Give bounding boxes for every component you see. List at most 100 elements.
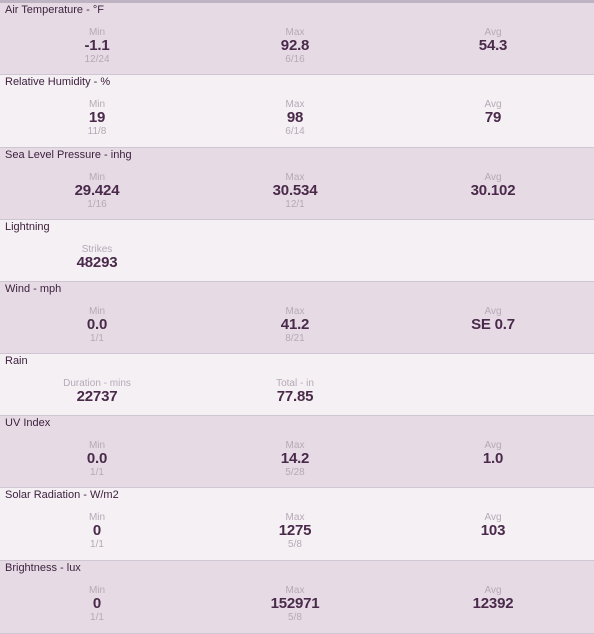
section-title: Air Temperature - °F (5, 4, 104, 16)
stat-date: 1/16 (87, 199, 107, 210)
stat-min: Min 0.0 1/1 (37, 440, 157, 478)
stat-min: Min -1.1 12/24 (37, 27, 157, 65)
stat-avg: Avg 79 (433, 99, 553, 126)
stat-value: 103 (480, 522, 506, 539)
stat-value: 1275 (278, 522, 312, 539)
stat-avg: Avg SE 0.7 (433, 306, 553, 333)
stat-value: SE 0.7 (471, 316, 515, 333)
stat-value: 0 (92, 595, 102, 612)
stat-avg: Avg 30.102 (433, 172, 553, 199)
stat-value: 29.424 (74, 182, 120, 199)
stat-label: Avg (484, 585, 502, 596)
stat-date: 1/1 (90, 467, 104, 478)
stat-label: Total - in (276, 378, 314, 389)
stat-max: Max 41.2 8/21 (235, 306, 355, 344)
stat-date: 5/28 (285, 467, 305, 478)
stat-date: 12/24 (84, 54, 110, 65)
stat-date: 5/8 (288, 539, 302, 550)
stat-label: Duration - mins (63, 378, 131, 389)
section-title: Brightness - lux (5, 562, 81, 574)
stat-date: 1/1 (90, 612, 104, 623)
stat-label: Max (285, 440, 305, 451)
stat-label: Min (88, 27, 106, 38)
section-lightning: Lightning Strikes 48293 (0, 220, 594, 282)
stat-label: Max (285, 512, 305, 523)
stat-label: Max (285, 172, 305, 183)
stat-avg: Avg 1.0 (433, 440, 553, 467)
stat-date: 5/8 (288, 612, 302, 623)
stat-date: 6/14 (285, 126, 305, 137)
stat-date: 12/1 (285, 199, 305, 210)
stat-max: Max 98 6/14 (235, 99, 355, 137)
section-sea-level-pressure: Sea Level Pressure - inhg Min 29.424 1/1… (0, 148, 594, 220)
stat-label: Max (285, 99, 305, 110)
stat-label: Strikes (81, 244, 113, 255)
stat-value: 54.3 (478, 37, 508, 54)
section-air-temperature: Air Temperature - °F Min -1.1 12/24 Max … (0, 3, 594, 75)
section-title: Rain (5, 355, 28, 367)
stat-label: Min (88, 306, 106, 317)
stat-label: Avg (484, 99, 502, 110)
stat-min: Min 0.0 1/1 (37, 306, 157, 344)
stat-label: Max (285, 306, 305, 317)
stat-value: 79 (484, 109, 502, 126)
section-title: Lightning (5, 221, 50, 233)
stat-min: Min 29.424 1/16 (37, 172, 157, 210)
stat-label: Max (285, 27, 305, 38)
stat-date: 1/1 (90, 539, 104, 550)
section-title: UV Index (5, 417, 51, 429)
stat-value: 30.102 (470, 182, 516, 199)
stat-min: Min 19 11/8 (37, 99, 157, 137)
stat-label: Avg (484, 440, 502, 451)
stat-value: 0 (92, 522, 102, 539)
stat-value: 19 (88, 109, 106, 126)
stat-label: Avg (484, 172, 502, 183)
stat-label: Min (88, 172, 106, 183)
section-wind: Wind - mph Min 0.0 1/1 Max 41.2 8/21 Avg… (0, 282, 594, 354)
stat-max: Max 14.2 5/28 (235, 440, 355, 478)
stat-label: Min (88, 440, 106, 451)
stat-value: 77.85 (276, 388, 314, 405)
stat-max: Max 1275 5/8 (235, 512, 355, 550)
stat-date: 11/8 (87, 126, 107, 137)
stat-value: 14.2 (280, 450, 310, 467)
stat-label: Min (88, 512, 106, 523)
stat-date: 8/21 (285, 333, 305, 344)
stat-value: 98 (286, 109, 304, 126)
stat-avg: Avg 103 (433, 512, 553, 539)
stat-date: 6/16 (285, 54, 305, 65)
section-title: Wind - mph (5, 283, 62, 295)
stat-strikes: Strikes 48293 (37, 244, 157, 271)
stat-value: 12392 (472, 595, 514, 612)
stat-avg: Avg 12392 (433, 585, 553, 612)
stat-min: Min 0 1/1 (37, 512, 157, 550)
stat-value: 152971 (270, 595, 320, 612)
section-uv-index: UV Index Min 0.0 1/1 Max 14.2 5/28 Avg 1… (0, 416, 594, 488)
stat-value: 0.0 (86, 316, 108, 333)
stat-label: Avg (484, 27, 502, 38)
stat-value: 48293 (76, 254, 118, 271)
stat-date: 1/1 (90, 333, 104, 344)
section-solar-radiation: Solar Radiation - W/m2 Min 0 1/1 Max 127… (0, 488, 594, 561)
section-title: Relative Humidity - % (5, 76, 111, 88)
stat-max: Max 92.8 6/16 (235, 27, 355, 65)
stat-value: 1.0 (482, 450, 504, 467)
stat-total: Total - in 77.85 (235, 378, 355, 405)
stat-value: -1.1 (84, 37, 110, 54)
stat-duration: Duration - mins 22737 (37, 378, 157, 405)
stat-min: Min 0 1/1 (37, 585, 157, 623)
stat-label: Min (88, 585, 106, 596)
stat-max: Max 30.534 12/1 (235, 172, 355, 210)
stat-label: Avg (484, 512, 502, 523)
section-relative-humidity: Relative Humidity - % Min 19 11/8 Max 98… (0, 75, 594, 148)
section-brightness: Brightness - lux Min 0 1/1 Max 152971 5/… (0, 561, 594, 634)
section-title: Sea Level Pressure - inhg (5, 149, 132, 161)
stat-value: 0.0 (86, 450, 108, 467)
stat-max: Max 152971 5/8 (235, 585, 355, 623)
stat-label: Avg (484, 306, 502, 317)
stat-value: 92.8 (280, 37, 310, 54)
section-rain: Rain Duration - mins 22737 Total - in 77… (0, 354, 594, 416)
stat-label: Max (285, 585, 305, 596)
stat-label: Min (88, 99, 106, 110)
